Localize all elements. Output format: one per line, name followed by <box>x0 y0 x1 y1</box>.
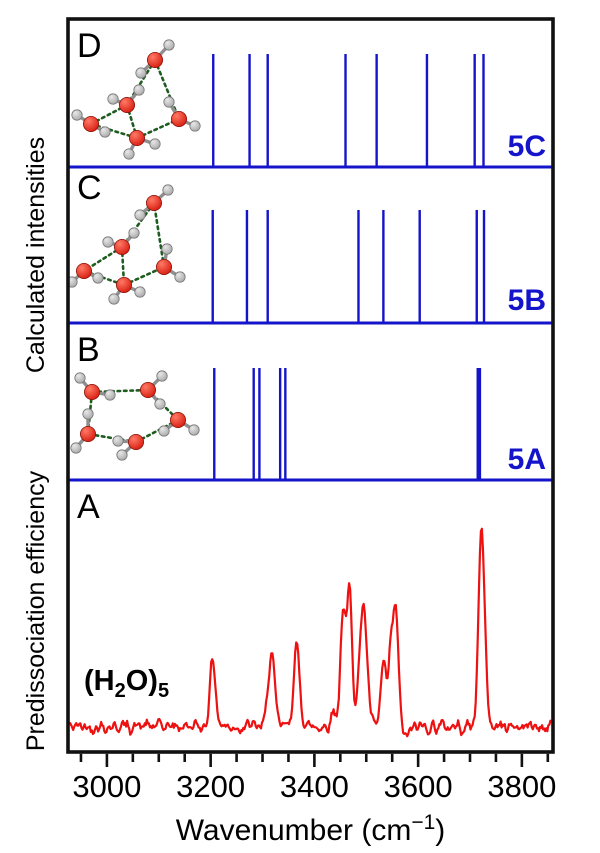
oxygen-atom <box>156 259 173 276</box>
sample-formula-label: (H2O)5 <box>84 665 169 702</box>
panel-letter: D <box>77 27 102 65</box>
isomer-label: 5C <box>508 130 546 163</box>
hydrogen-atom <box>162 184 174 196</box>
molecule-inset-5a <box>70 370 200 461</box>
oxygen-atom <box>170 412 187 429</box>
oxygen-atom <box>146 194 163 211</box>
hydrogen-atom <box>123 148 135 160</box>
hydrogen-atom <box>189 120 201 132</box>
stick-spectrum-5b <box>211 210 486 322</box>
panel-letter: A <box>77 488 100 526</box>
sample-formula-part: 5 <box>158 680 169 702</box>
hydrogen-atom <box>128 227 140 239</box>
oxygen-atom <box>147 51 164 68</box>
x-tick-label: 3600 <box>384 769 453 804</box>
hydrogen-bond <box>152 201 166 269</box>
x-axis-title: Wavenumber (cm−1) <box>176 811 446 847</box>
sample-formula-part: 2 <box>115 680 126 702</box>
hydrogen-atom <box>158 425 170 437</box>
hydrogen-atom <box>134 209 146 221</box>
hydrogen-atom <box>82 408 94 420</box>
panel-c: C 5B <box>66 169 553 325</box>
stick-spectrum-5c <box>212 54 485 166</box>
x-axis: 3000 3200 3400 3600 3800 Wavenumber (cm−1) <box>72 753 556 847</box>
oxygen-atom <box>119 97 136 114</box>
hydrogen-atom <box>116 449 128 461</box>
oxygen-atom <box>140 381 157 398</box>
x-axis-title-part: −1 <box>411 811 435 834</box>
molecule-inset-5b <box>66 184 186 305</box>
panel-letter: C <box>77 169 102 207</box>
hydrogen-atom <box>92 272 104 284</box>
hydrogen-atom <box>133 84 145 96</box>
oxygen-atom <box>82 116 99 133</box>
hydrogen-atom <box>74 372 86 384</box>
hydrogen-atom <box>112 435 124 447</box>
experimental-spectrum-trace <box>66 527 554 738</box>
x-axis-title-part: ) <box>435 814 445 847</box>
panel-d: D 5C <box>68 27 553 169</box>
oxygen-atom <box>114 239 131 256</box>
panel-b: B 5A <box>68 331 553 482</box>
isomer-label: 5B <box>508 284 546 317</box>
hydrogen-atom <box>174 271 186 283</box>
oxygen-atom <box>128 434 145 451</box>
oxygen-atom <box>129 130 146 147</box>
hydrogen-atom <box>102 236 114 248</box>
x-tick-label: 3400 <box>280 769 349 804</box>
panel-a: A (H2O)5 <box>66 488 554 738</box>
x-tick-label: 3800 <box>487 769 556 804</box>
sample-formula-part: (H <box>84 665 115 697</box>
hydrogen-atom <box>188 424 200 436</box>
oxygen-atom <box>76 263 92 280</box>
hydrogen-atom <box>107 93 119 105</box>
x-tick-label: 3000 <box>72 769 141 804</box>
hydrogen-atom <box>163 96 175 108</box>
oxygen-atom <box>79 426 96 443</box>
hydrogen-atom <box>154 398 166 410</box>
hydrogen-atom <box>99 126 111 138</box>
hydrogen-atom <box>156 370 168 382</box>
hydrogen-atom <box>104 389 116 401</box>
x-tick-label: 3200 <box>176 769 245 804</box>
sample-formula-part: O) <box>126 665 158 697</box>
stick-spectrum-5a <box>213 368 482 479</box>
plot-frame <box>66 17 555 754</box>
isomer-label: 5A <box>508 443 546 476</box>
molecule-inset-5c <box>71 39 201 160</box>
oxygen-atom <box>171 111 188 128</box>
y-axis-title-calculated: Calculated intensities <box>22 137 50 373</box>
oxygen-atom <box>116 277 133 294</box>
hydrogen-atom <box>135 67 147 79</box>
oxygen-atom <box>83 383 100 400</box>
panel-letter: B <box>77 331 100 369</box>
hydrogen-atom <box>149 138 161 150</box>
hydrogen-bond <box>90 388 150 394</box>
hydrogen-atom <box>108 293 120 305</box>
hydrogen-atom <box>161 243 173 255</box>
hydrogen-bond <box>89 122 139 140</box>
hydrogen-atom <box>71 109 83 121</box>
x-axis-title-part: Wavenumber (cm <box>176 814 412 847</box>
y-axis-title-predissociation: Predissociation efficiency <box>22 470 50 751</box>
hydrogen-atom <box>70 442 82 454</box>
hydrogen-atom <box>134 286 146 298</box>
hydrogen-atom <box>163 39 175 51</box>
